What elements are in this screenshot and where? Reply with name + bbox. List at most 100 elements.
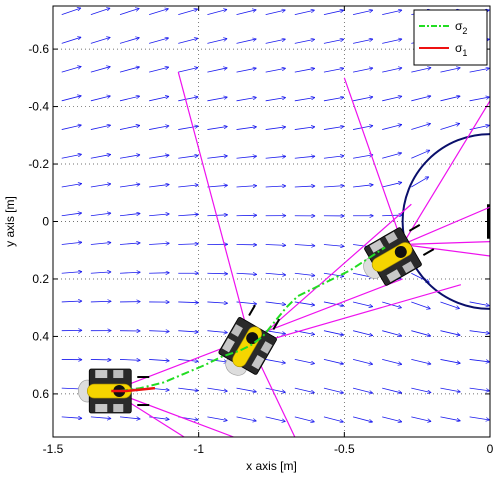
vector-arrow (119, 67, 140, 73)
x-tick-label: 0 (487, 442, 493, 456)
robot (77, 368, 150, 414)
vector-arrow (352, 126, 373, 130)
vector-arrow (119, 8, 139, 16)
vector-arrow (323, 97, 344, 102)
vector-arrow (61, 184, 82, 188)
vector-arrow (236, 127, 257, 130)
vector-arrow (469, 416, 490, 420)
vector-arrow (236, 39, 257, 44)
vector-arrow (90, 37, 110, 44)
vector-arrow (323, 272, 344, 276)
vector-arrow (352, 416, 373, 422)
vector-arrow (294, 244, 315, 245)
vector-arrow (265, 301, 286, 305)
vector-arrow (294, 416, 315, 422)
vector-arrow (207, 185, 227, 187)
vector-arrow (90, 272, 111, 273)
robot-panel (402, 261, 415, 274)
x-tick-label: -1 (193, 442, 204, 456)
vector-arrow (207, 215, 227, 216)
robot-panel (95, 370, 108, 379)
x-tick-label: -1.5 (43, 442, 64, 456)
y-tick-label: 0.2 (32, 272, 49, 286)
robot-panel (260, 341, 273, 354)
vector-arrow (411, 96, 431, 102)
vector-arrow (352, 39, 373, 44)
vector-arrow (207, 273, 227, 274)
vector-arrow (382, 359, 402, 364)
vector-arrow (352, 10, 373, 16)
vector-arrow (90, 67, 111, 73)
vector-arrow (149, 243, 169, 244)
vector-arrow (119, 416, 140, 419)
vector-arrow (352, 68, 373, 73)
vector-arrow (294, 97, 315, 102)
y-tick-label: 0 (42, 215, 49, 229)
vector-arrow (440, 359, 460, 363)
y-tick-label: 0.6 (32, 387, 49, 401)
robots (77, 223, 435, 414)
vector-arrow (382, 330, 402, 336)
vector-arrow (265, 359, 286, 363)
vector-arrow (323, 301, 344, 306)
vector-arrow (440, 68, 460, 73)
vector-arrow (265, 156, 286, 159)
vector-arrow (207, 39, 227, 44)
vector-arrow (265, 98, 286, 102)
vector-arrow (294, 301, 315, 305)
vector-arrow (265, 387, 286, 392)
vector-arrow (265, 416, 286, 422)
vector-arrow (323, 359, 344, 364)
vector-arrow (353, 155, 373, 159)
vector-arrow (178, 38, 198, 44)
sensor-ray (402, 206, 490, 246)
vector-arrow (323, 330, 344, 335)
vector-arrow (353, 185, 373, 188)
vector-arrow (119, 213, 140, 217)
series-line-1 (119, 246, 386, 393)
vector-arrow (90, 125, 111, 130)
robot-whisker (272, 318, 281, 331)
vector-arrow (265, 68, 286, 73)
vector-arrow (294, 156, 315, 159)
vector-arrow (382, 387, 402, 393)
y-tick-label: 0.4 (32, 329, 49, 343)
vector-arrow (61, 242, 82, 245)
vector-arrow (469, 330, 490, 334)
vector-arrow (178, 126, 198, 130)
vector-arrow (265, 273, 286, 275)
vector-arrow (149, 273, 169, 274)
vector-arrow (119, 96, 140, 102)
robot-panel (113, 404, 124, 413)
vector-arrow (178, 359, 198, 361)
vector-arrow (207, 68, 227, 73)
vector-arrow (149, 126, 169, 130)
robot-panel (386, 269, 401, 283)
vector-arrow (323, 68, 344, 73)
vector-arrow (294, 387, 315, 393)
vector-arrow (323, 244, 344, 246)
vector-arrow (236, 10, 257, 16)
vector-arrow (207, 359, 227, 362)
vector-arrow (323, 186, 344, 187)
vector-arrow (382, 39, 402, 44)
vector-arrow (294, 39, 315, 44)
vector-arrow (411, 177, 429, 188)
vector-arrow (440, 123, 459, 130)
x-axis-title: x axis [m] (246, 459, 297, 473)
vector-arrow (323, 416, 344, 422)
vector-arrow (382, 68, 402, 73)
vector-arrow (382, 182, 402, 188)
robot (363, 223, 435, 286)
vector-arrow (119, 272, 140, 273)
vector-arrow (294, 272, 315, 275)
vector-arrow (119, 125, 140, 130)
vector-arrow (149, 9, 168, 16)
vector-arrow (236, 68, 257, 73)
vector-arrow (265, 10, 286, 16)
vector-arrow (352, 330, 373, 336)
vector-arrow (149, 359, 169, 360)
vector-arrow (119, 359, 140, 360)
vector-arrow (411, 330, 431, 336)
